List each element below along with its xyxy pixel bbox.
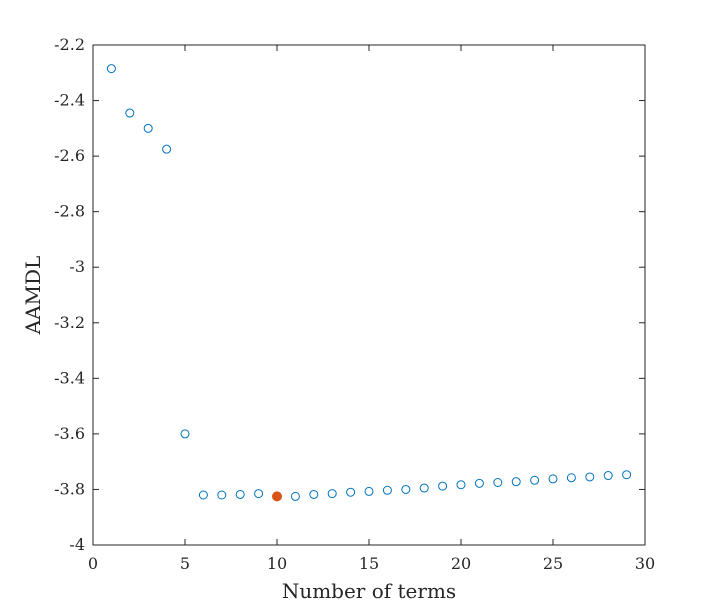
- data-point: [511, 477, 521, 487]
- data-point: [106, 64, 116, 74]
- y-tick-label: -3: [69, 257, 85, 276]
- y-tick-label: -2.6: [54, 146, 85, 165]
- x-tick-label: 20: [451, 554, 471, 573]
- data-point: [530, 475, 540, 485]
- y-tick-label: -3.6: [54, 424, 85, 443]
- y-tick-label: -3.8: [54, 479, 85, 498]
- y-tick-label: -4: [69, 535, 85, 554]
- y-tick-label: -3.4: [54, 368, 85, 387]
- data-point: [419, 483, 429, 493]
- data-point: [548, 474, 558, 484]
- data-point: [438, 481, 448, 491]
- data-point: [235, 489, 245, 499]
- y-tick-label: -2.8: [54, 202, 85, 221]
- data-point: [622, 470, 632, 480]
- data-point: [198, 490, 208, 500]
- y-tick-label: -3.2: [54, 313, 85, 332]
- data-point: [217, 490, 227, 500]
- data-point: [290, 491, 300, 501]
- x-axis-title: Number of terms: [282, 579, 456, 603]
- data-point: [309, 489, 319, 499]
- data-point: [364, 486, 374, 496]
- data-point: [125, 108, 135, 118]
- data-point: [143, 123, 153, 133]
- data-point: [254, 489, 264, 499]
- y-tick-label: -2.2: [54, 35, 85, 54]
- plot-frame: [92, 44, 646, 546]
- data-point: [456, 480, 466, 490]
- data-point: [401, 484, 411, 494]
- data-point: [474, 478, 484, 488]
- y-tick-label: -2.4: [54, 91, 85, 110]
- data-point: [180, 429, 190, 439]
- data-point: [585, 472, 595, 482]
- data-point: [162, 144, 172, 154]
- plot-area: 0 5 10 15 20 25 30 -4 -3.8 -3.6 -3.4 -3.2 -3 -2.8 -2.6…: [54, 35, 655, 573]
- x-tick-label: 15: [359, 554, 379, 573]
- x-tick-label: 25: [543, 554, 563, 573]
- highlighted-data-point: [272, 491, 282, 502]
- data-point: [603, 471, 613, 481]
- data-point: [566, 473, 576, 483]
- data-point: [346, 487, 356, 497]
- data-point: [382, 485, 392, 495]
- x-tick-label: 10: [267, 554, 287, 573]
- x-tick-label: 30: [635, 554, 655, 573]
- data-point: [493, 478, 503, 487]
- x-tick-label: 0: [88, 554, 98, 573]
- y-axis-title: AAMDL: [21, 256, 45, 336]
- x-tick-label: 5: [180, 554, 190, 573]
- data-point: [327, 489, 337, 499]
